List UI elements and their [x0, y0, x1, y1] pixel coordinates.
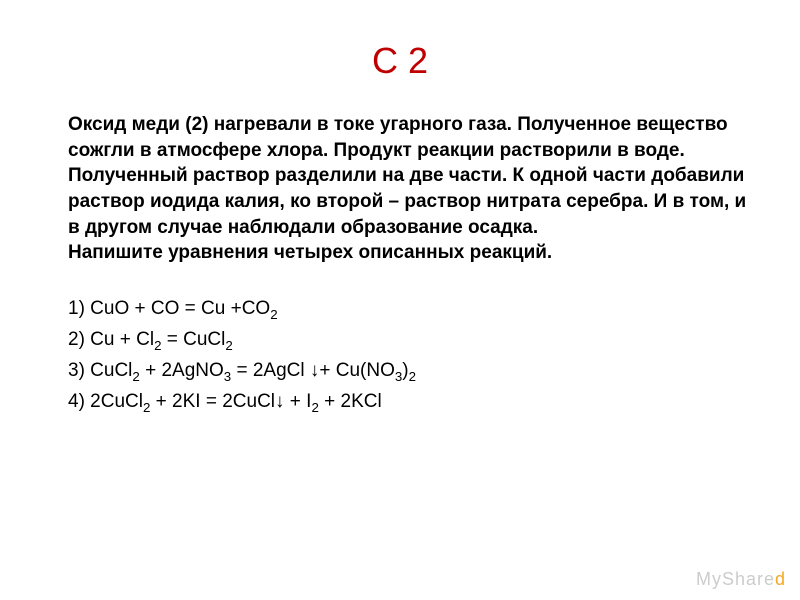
equation-2: 2) Cu + Cl2 = CuCl2: [68, 325, 750, 356]
equation-3: 3) CuCl2 + 2AgNO3 = 2AgCl ↓+ Cu(NO3)2: [68, 356, 750, 387]
problem-text: Оксид меди (2) нагревали в токе угарного…: [50, 112, 750, 266]
watermark-suffix: d: [775, 569, 786, 589]
equation-4: 4) 2CuCl2 + 2KI = 2CuCl↓ + I2 + 2KCl: [68, 387, 750, 418]
equation-1: 1) CuO + CO = Cu +CO2: [68, 294, 750, 325]
equations-list: 1) CuO + CO = Cu +CO2 2) Cu + Cl2 = CuCl…: [50, 294, 750, 418]
slide-title: С 2: [50, 40, 750, 82]
watermark-prefix: MyShare: [696, 569, 775, 589]
watermark: MyShared: [696, 569, 786, 590]
slide-container: С 2 Оксид меди (2) нагревали в токе угар…: [0, 0, 800, 600]
